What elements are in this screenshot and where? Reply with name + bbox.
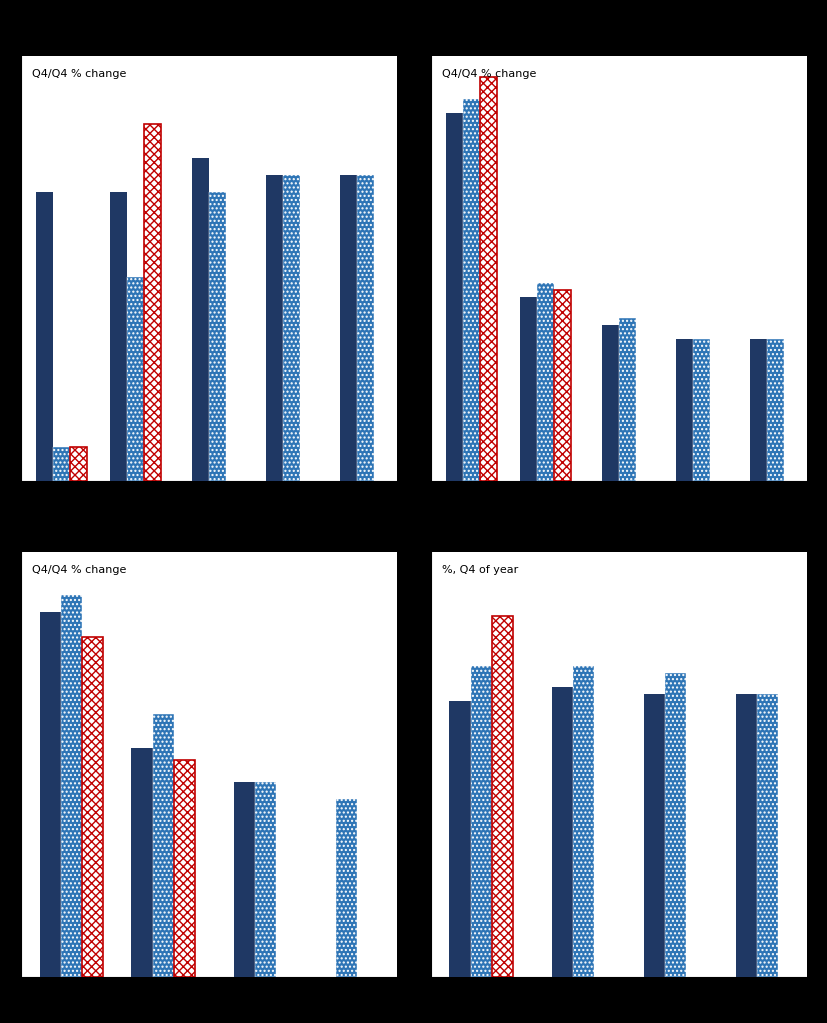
Bar bbox=[174, 760, 194, 977]
Bar bbox=[144, 124, 160, 481]
Bar bbox=[449, 701, 470, 977]
Bar bbox=[209, 192, 226, 481]
Bar bbox=[127, 277, 144, 481]
Bar bbox=[601, 325, 619, 481]
Bar bbox=[675, 340, 692, 481]
Bar bbox=[643, 694, 664, 977]
Bar bbox=[40, 612, 60, 977]
Bar bbox=[445, 113, 462, 481]
Bar bbox=[53, 447, 69, 481]
Bar bbox=[734, 694, 756, 977]
Bar bbox=[664, 673, 686, 977]
Text: Q4/Q4 % change: Q4/Q4 % change bbox=[32, 69, 127, 79]
Bar bbox=[339, 175, 356, 481]
Bar bbox=[69, 447, 87, 481]
Bar bbox=[491, 616, 512, 977]
Bar bbox=[356, 175, 373, 481]
Bar bbox=[551, 686, 572, 977]
Bar bbox=[756, 694, 777, 977]
Bar bbox=[82, 637, 103, 977]
Bar bbox=[233, 782, 255, 977]
Title: US Unemployment Rate Forecast
Comparison: US Unemployment Rate Forecast Comparison bbox=[482, 515, 754, 547]
Title: US PCE Inflation Forecast Comparison: US PCE Inflation Forecast Comparison bbox=[461, 36, 775, 51]
Bar bbox=[470, 666, 491, 977]
Bar bbox=[536, 282, 553, 481]
Bar bbox=[283, 175, 299, 481]
Bar bbox=[255, 782, 276, 977]
Text: Sources: Scotiabank Economics, Federal Reserve
Summary of Economic Proj. (Sep. 2: Sources: Scotiabank Economics, Federal R… bbox=[430, 633, 703, 656]
Bar bbox=[192, 159, 209, 481]
Text: %, Q4 of year: %, Q4 of year bbox=[442, 565, 518, 575]
Legend: Fed Jun 2022 Proj., Fed Sep 2022 Proj., BNS Sep 12 Forecast: Fed Jun 2022 Proj., Fed Sep 2022 Proj., … bbox=[26, 571, 294, 598]
Bar bbox=[60, 595, 82, 977]
Text: Q4/Q4 % change: Q4/Q4 % change bbox=[32, 565, 127, 575]
Bar bbox=[766, 340, 782, 481]
Bar bbox=[519, 297, 536, 481]
Bar bbox=[36, 192, 53, 481]
Bar bbox=[692, 340, 709, 481]
Bar bbox=[748, 340, 766, 481]
Title: US Real GDP Forecast Comparison: US Real GDP Forecast Comparison bbox=[68, 36, 350, 51]
Bar bbox=[131, 748, 152, 977]
Bar bbox=[479, 78, 496, 481]
Legend: Fed Jun 2022 Proj., Fed Sep 2022 Proj., BNS Sep 12 Forecast: Fed Jun 2022 Proj., Fed Sep 2022 Proj., … bbox=[436, 571, 704, 598]
Bar bbox=[619, 318, 635, 481]
Bar bbox=[572, 666, 594, 977]
Bar bbox=[462, 98, 479, 481]
Bar bbox=[553, 290, 570, 481]
Text: Sources: Scotiabank Economics, Federal Reserve
Summary of Economic Proj. (Sep. 2: Sources: Scotiabank Economics, Federal R… bbox=[21, 633, 294, 656]
Bar bbox=[110, 192, 127, 481]
Bar bbox=[336, 799, 357, 977]
Bar bbox=[265, 175, 283, 481]
Bar bbox=[152, 714, 174, 977]
Title: US Core PCE Inflation  Forecast
Comparison: US Core PCE Inflation Forecast Compariso… bbox=[79, 515, 338, 547]
Text: Q4/Q4 % change: Q4/Q4 % change bbox=[442, 69, 536, 79]
